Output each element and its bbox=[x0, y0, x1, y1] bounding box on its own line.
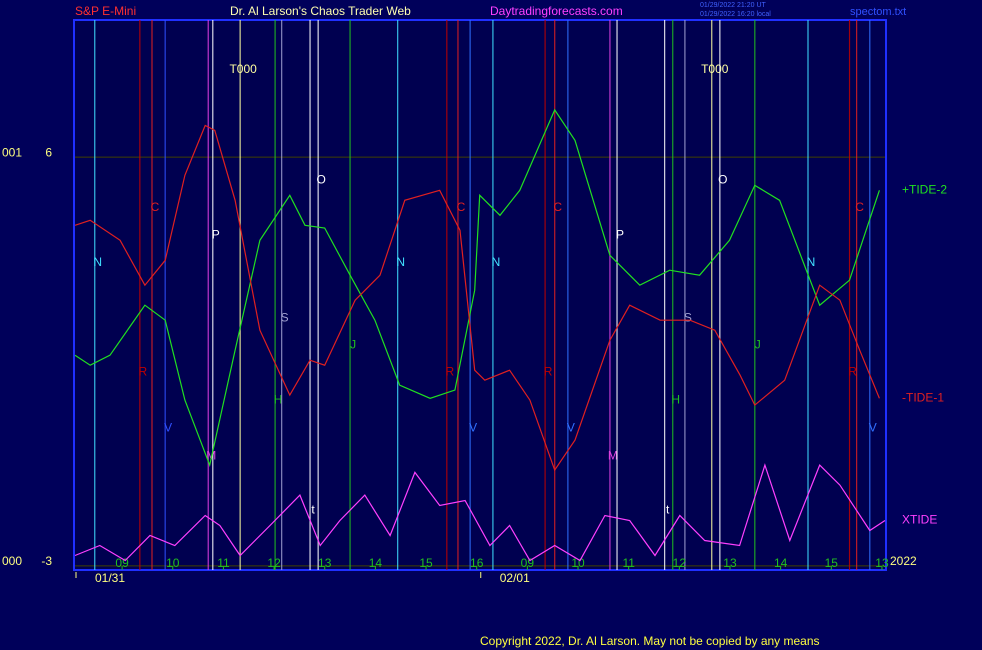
marker-label: T000 bbox=[701, 62, 729, 76]
marker-label: M bbox=[608, 449, 618, 463]
marker-label: N bbox=[396, 255, 405, 269]
marker-label: S bbox=[281, 311, 289, 325]
series-line bbox=[74, 463, 886, 562]
site-url: Daytradingforecasts.com bbox=[490, 4, 623, 18]
marker-label: N bbox=[93, 255, 102, 269]
legend-entry: XTIDE bbox=[902, 513, 937, 527]
marker-label: V bbox=[869, 420, 877, 434]
marker-label: C bbox=[855, 200, 864, 214]
x-tick-label: 12 bbox=[267, 556, 281, 570]
x-tick-label: 15 bbox=[419, 556, 433, 570]
x-tick-label: 09 bbox=[521, 556, 535, 570]
marker-label: O bbox=[316, 172, 325, 186]
marker-label: O bbox=[718, 172, 727, 186]
marker-label: C bbox=[553, 200, 562, 214]
file-name: spectom.txt bbox=[850, 6, 906, 18]
x-tick-label: 16 bbox=[470, 556, 484, 570]
plot-frame bbox=[73, 19, 887, 571]
marker-label: T000 bbox=[229, 62, 257, 76]
y-tick-label: -3 bbox=[41, 554, 52, 568]
x-tick-label: 10 bbox=[571, 556, 585, 570]
marker-label: H bbox=[274, 392, 283, 406]
marker-label: S bbox=[684, 311, 692, 325]
series-line bbox=[74, 124, 880, 472]
x-tick-label: 15 bbox=[825, 556, 839, 570]
marker-label: R bbox=[445, 365, 454, 379]
date-tick-label: 02/01 bbox=[500, 571, 530, 585]
marker-label: N bbox=[492, 255, 501, 269]
marker-label: R bbox=[848, 365, 857, 379]
x-tick-label: 11 bbox=[217, 556, 230, 570]
marker-label: C bbox=[457, 200, 466, 214]
marker-label: H bbox=[671, 392, 680, 406]
x-tick-label: 13 bbox=[875, 556, 889, 570]
date-tick-label: 01/31 bbox=[95, 571, 125, 585]
stamp-ut: 01/29/2022 21:20 UT bbox=[700, 2, 766, 9]
marker-label: P bbox=[616, 227, 624, 241]
marker-label: V bbox=[164, 420, 172, 434]
marker-label: t bbox=[666, 503, 670, 517]
marker-label: J bbox=[755, 337, 761, 351]
legend-entry: -TIDE-1 bbox=[902, 390, 944, 404]
marker-label: P bbox=[212, 227, 220, 241]
marker-label: C bbox=[151, 200, 160, 214]
marker-label: N bbox=[807, 255, 816, 269]
x-tick-label: 11 bbox=[622, 556, 635, 570]
x-tick-label: 10 bbox=[166, 556, 180, 570]
site-title: Dr. Al Larson's Chaos Trader Web bbox=[230, 4, 411, 18]
stamp-local: 01/29/2022 16:20 local bbox=[700, 11, 771, 18]
x-tick-label: 14 bbox=[369, 556, 383, 570]
x-tick-label: 13 bbox=[318, 556, 332, 570]
series-line bbox=[74, 108, 880, 468]
marker-label: V bbox=[469, 420, 477, 434]
year-label: 2022 bbox=[890, 554, 917, 568]
marker-label: R bbox=[544, 365, 553, 379]
x-tick-label: 13 bbox=[723, 556, 737, 570]
y-code-label: 001 bbox=[2, 145, 22, 159]
marker-label: J bbox=[350, 337, 356, 351]
copyright: Copyright 2022, Dr. Al Larson. May not b… bbox=[480, 634, 820, 648]
x-tick-label: 12 bbox=[673, 556, 687, 570]
y-tick-label: 6 bbox=[45, 145, 52, 159]
y-code-label: 000 bbox=[2, 554, 22, 568]
marker-label: V bbox=[567, 420, 575, 434]
instrument: S&P E-Mini bbox=[75, 4, 136, 18]
marker-label: R bbox=[139, 365, 148, 379]
x-tick-label: 14 bbox=[774, 556, 788, 570]
legend-entry: +TIDE-2 bbox=[902, 182, 947, 196]
marker-label: t bbox=[311, 503, 315, 517]
